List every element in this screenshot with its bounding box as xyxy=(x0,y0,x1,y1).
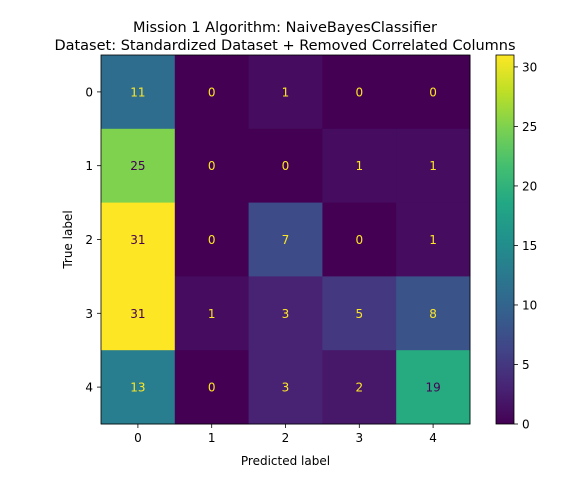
cell-value-label: 2 xyxy=(355,381,363,395)
colorbar xyxy=(496,55,514,424)
heatmap-cells: 11 0 1 0 025 0 0 1 131 0 7 0 131 1 3 5 813 0 3 2 19 xyxy=(101,55,471,425)
heatmap-cell xyxy=(248,276,323,351)
heatmap-cell xyxy=(322,276,397,351)
cell-value-label: 0 xyxy=(208,159,216,173)
x-axis-label: Predicted label xyxy=(241,454,330,468)
colorbar-frame xyxy=(495,54,515,425)
cell-value-label: 0 xyxy=(208,381,216,395)
y-axis-ticks: 0 1 2 3 4 xyxy=(85,85,101,395)
y-tick-label: 4 xyxy=(85,381,93,395)
cell-value-label: 0 xyxy=(208,233,216,247)
cell-value-label: 19 xyxy=(425,381,440,395)
cell-value-label: 8 xyxy=(429,307,437,321)
heatmap-cell xyxy=(322,350,397,425)
cell-value-label: 13 xyxy=(130,381,145,395)
colorbar-tick-label: 0 xyxy=(522,418,530,432)
cell-value-label: 3 xyxy=(282,381,290,395)
colorbar-tick-label: 5 xyxy=(522,358,530,372)
y-tick-label: 1 xyxy=(85,159,93,173)
heatmap-cell xyxy=(248,350,323,425)
colorbar-ticks: 0 5 10 15 20 25 30 xyxy=(514,60,537,432)
heatmap-cell xyxy=(101,350,176,425)
heatmap-cell xyxy=(322,128,397,204)
heatmap-cell xyxy=(396,128,471,204)
heatmap-cell xyxy=(174,276,250,351)
heatmap-cell xyxy=(174,128,250,204)
cell-value-label: 11 xyxy=(130,85,145,99)
cell-value-label: 0 xyxy=(208,85,216,99)
heatmap-cell xyxy=(248,128,323,204)
cell-value-label: 5 xyxy=(355,307,363,321)
cell-value-label: 0 xyxy=(282,159,290,173)
cell-value-label: 1 xyxy=(208,307,216,321)
x-tick-label: 1 xyxy=(208,431,216,445)
heatmap-cell xyxy=(101,128,176,204)
heatmap-cell xyxy=(248,202,323,277)
colorbar-tick-label: 25 xyxy=(522,120,537,134)
heatmap-cell xyxy=(248,55,323,130)
x-tick-label: 4 xyxy=(429,431,437,445)
y-axis-label: True label xyxy=(61,210,75,269)
cell-value-label: 31 xyxy=(130,307,145,321)
cell-value-label: 1 xyxy=(429,233,437,247)
heatmap-cell xyxy=(101,55,176,130)
colorbar-tick-label: 15 xyxy=(522,239,537,253)
heatmap-cell xyxy=(396,202,471,277)
heatmap-cell xyxy=(322,55,397,130)
x-tick-label: 0 xyxy=(134,431,142,445)
heatmap-cell xyxy=(322,202,397,277)
cell-value-label: 0 xyxy=(355,85,363,99)
colorbar-tick-label: 20 xyxy=(522,179,537,193)
y-tick-label: 2 xyxy=(85,233,93,247)
colorbar-tick-label: 10 xyxy=(522,298,537,312)
chart-title: Mission 1 Algorithm: NaiveBayesClassifie… xyxy=(133,20,437,36)
heatmap-cell xyxy=(174,350,250,425)
heatmap-cell xyxy=(101,202,176,277)
cell-value-label: 0 xyxy=(355,233,363,247)
heatmap-cell xyxy=(396,55,471,130)
y-tick-label: 3 xyxy=(85,307,93,321)
cell-value-label: 31 xyxy=(130,233,145,247)
cell-value-label: 3 xyxy=(282,307,290,321)
cell-value-label: 0 xyxy=(429,85,437,99)
chart-subtitle: Dataset: Standardized Dataset + Removed … xyxy=(54,38,515,54)
cell-value-label: 1 xyxy=(429,159,437,173)
cell-value-label: 1 xyxy=(282,85,290,99)
x-tick-label: 2 xyxy=(282,431,290,445)
colorbar-tick-label: 30 xyxy=(522,60,537,74)
x-axis-ticks: 0 1 2 3 4 xyxy=(134,424,437,445)
heatmap-cell xyxy=(101,276,176,351)
heatmap-cell xyxy=(174,202,250,277)
x-tick-label: 3 xyxy=(355,431,363,445)
cell-value-label: 1 xyxy=(355,159,363,173)
heatmap-cell xyxy=(396,276,471,351)
heatmap-cell xyxy=(174,55,250,130)
cell-value-label: 25 xyxy=(130,159,145,173)
cell-value-label: 7 xyxy=(282,233,290,247)
heatmap-cell xyxy=(396,350,471,425)
y-tick-label: 0 xyxy=(85,85,93,99)
